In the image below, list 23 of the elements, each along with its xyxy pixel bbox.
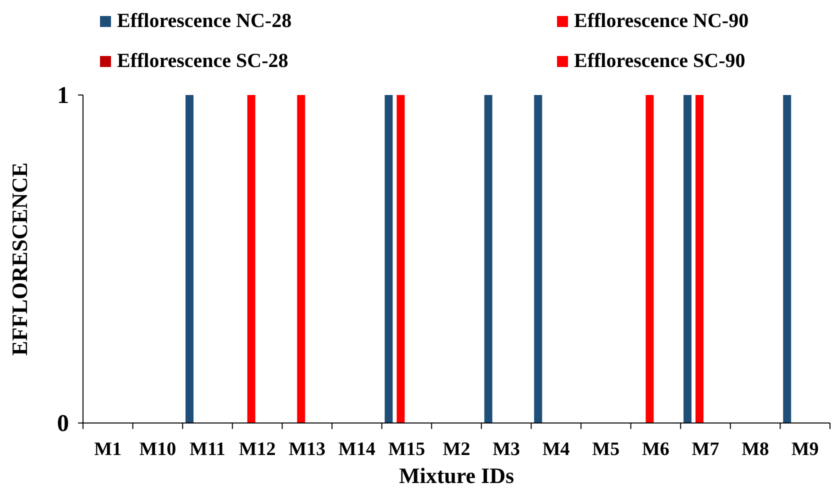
x-tick-label: M4 [542,439,570,460]
x-tick-label: M12 [238,439,276,460]
x-tick-label: M9 [791,439,819,460]
x-axis-title: Mixture IDs [398,463,514,488]
x-tick-label: M7 [692,439,720,460]
x-tick-label: M8 [742,439,770,460]
x-tick-label: M5 [592,439,620,460]
x-tick-label: M10 [139,439,176,460]
y-tick-label: 1 [57,83,69,109]
x-tick-label: M14 [338,439,376,460]
y-tick-label: 0 [57,411,69,437]
x-tick-label: M15 [388,439,426,460]
legend-label: Efflorescence SC-28 [117,50,288,72]
legend-label: Efflorescence NC-28 [117,10,292,32]
x-tick-label: M2 [442,439,470,460]
x-tick-label: M13 [288,439,326,460]
x-tick-label: M3 [492,439,520,460]
x-tick-label: M1 [94,439,122,460]
x-tick-label: M11 [190,439,226,460]
legend-label: Efflorescence SC-90 [574,50,746,72]
legend-label: Efflorescence NC-90 [574,10,749,32]
x-tick-label: M6 [642,439,670,460]
y-axis-title: EFFLORESCENCE [7,162,32,356]
